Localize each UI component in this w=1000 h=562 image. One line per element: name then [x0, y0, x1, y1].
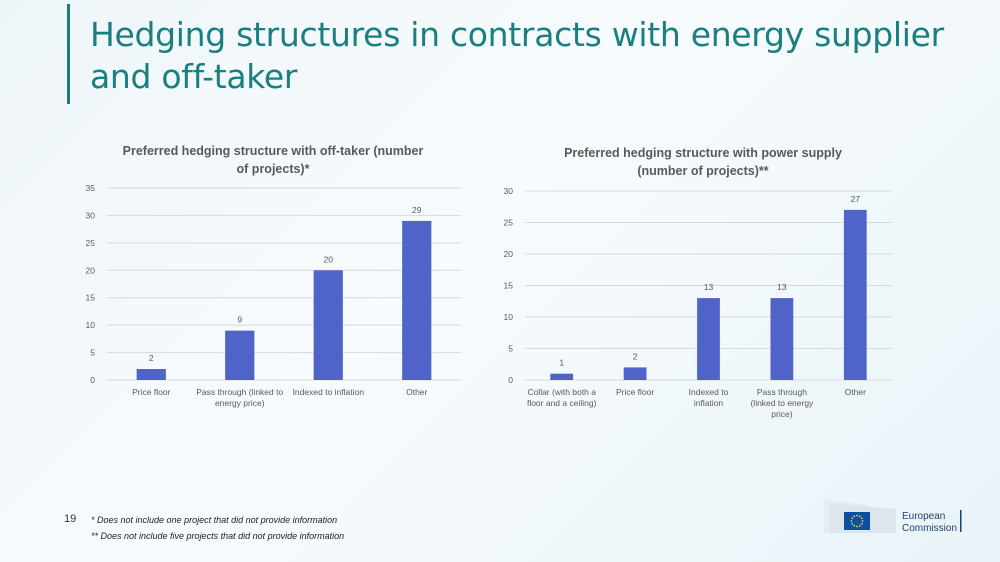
power-supply-chart-category-label-line: inflation — [694, 398, 724, 408]
offtaker-chart-svg: Preferred hedging structure with off-tak… — [86, 144, 461, 408]
power-supply-chart-category-label-line: price) — [771, 409, 792, 419]
eu-star-icon — [860, 517, 863, 520]
page-number: 19 — [64, 513, 77, 525]
offtaker-chart: Preferred hedging structure with off-tak… — [50, 135, 480, 425]
power-supply-chart-title: Preferred hedging structure with power s… — [564, 146, 842, 178]
power-supply-chart-data-label: 13 — [704, 282, 714, 292]
power-supply-chart-category-label-line: Pass through — [757, 387, 807, 397]
eu-star-icon — [853, 524, 856, 527]
offtaker-chart-y-tick-label: 0 — [90, 375, 95, 385]
offtaker-chart-data-label: 2 — [149, 353, 154, 363]
eu-star-icon — [861, 520, 864, 522]
power-supply-chart-data-label: 1 — [559, 358, 564, 368]
power-supply-chart-svg: Preferred hedging structure with power s… — [504, 146, 892, 419]
offtaker-chart-category-label-line: energy price) — [215, 398, 265, 408]
power-supply-chart-category-label-line: floor and a ceiling) — [527, 398, 597, 408]
power-supply-chart-bar — [697, 298, 720, 380]
power-supply-chart-y-tick-label: 10 — [504, 312, 514, 322]
offtaker-chart-y-tick-label: 30 — [86, 210, 96, 220]
eu-star-icon — [856, 525, 858, 528]
offtaker-chart-bar — [225, 330, 255, 380]
power-supply-chart-category-label-line: Indexed to — [689, 387, 729, 397]
eu-star-icon — [851, 522, 854, 525]
power-supply-chart-data-label: 2 — [633, 351, 638, 361]
offtaker-chart-category-label-line: Pass through (linked to — [196, 387, 283, 397]
power-supply-chart-category-label-line: Collar (with both a — [527, 387, 596, 397]
power-supply-chart-bar — [623, 367, 647, 380]
power-supply-chart-category-label-line: Price floor — [616, 387, 654, 397]
offtaker-chart-bar — [136, 369, 166, 380]
slide-title: Hedging structures in contracts with ene… — [90, 15, 944, 96]
offtaker-chart-category-label-line: Indexed to inflation — [293, 387, 365, 397]
power-supply-chart-bar — [843, 209, 867, 380]
offtaker-chart-title-line: Preferred hedging structure with off-tak… — [123, 144, 424, 158]
logo-text-line2: Commission — [902, 523, 958, 534]
eu-star-icon — [853, 515, 856, 518]
title-accent-bar — [67, 4, 70, 104]
offtaker-chart-category-label: Other — [406, 387, 427, 397]
offtaker-chart-y-tick-label: 5 — [90, 348, 95, 358]
offtaker-chart-y-tick-label: 20 — [86, 265, 96, 275]
offtaker-chart-category-label-line: Other — [406, 387, 427, 397]
power-supply-chart-y-tick-label: 0 — [508, 375, 513, 385]
power-supply-chart-y-tick-label: 20 — [504, 249, 514, 259]
power-supply-chart-category-label: Other — [845, 387, 866, 397]
power-supply-chart-category-label: Price floor — [616, 387, 654, 397]
offtaker-chart-data-label: 20 — [324, 254, 334, 264]
power-supply-chart-bar — [550, 373, 574, 380]
power-supply-chart-y-tick-label: 25 — [504, 218, 514, 228]
eu-star-icon — [850, 520, 853, 522]
eu-star-icon — [858, 515, 861, 518]
power-supply-chart-bar — [770, 298, 794, 380]
eu-star-icon — [858, 524, 861, 527]
eu-stars-icon — [850, 514, 864, 528]
offtaker-chart-title: Preferred hedging structure with off-tak… — [123, 144, 424, 176]
power-supply-chart-y-tick-label: 5 — [508, 344, 513, 354]
offtaker-chart-category-label-line: Price floor — [132, 387, 170, 397]
offtaker-chart-bar — [313, 270, 343, 380]
power-supply-chart-title-line: Preferred hedging structure with power s… — [564, 146, 842, 160]
eu-star-icon — [851, 517, 854, 520]
offtaker-chart-y-tick-label: 10 — [86, 320, 96, 330]
eu-star-icon — [860, 522, 863, 525]
offtaker-chart-data-label: 9 — [237, 315, 242, 325]
offtaker-chart-category-label: Price floor — [132, 387, 170, 397]
logo-divider — [960, 510, 962, 532]
eu-star-icon — [856, 514, 858, 517]
power-supply-chart-y-tick-label: 15 — [504, 281, 514, 291]
european-commission-logo — [824, 499, 962, 533]
offtaker-chart-y-tick-label: 15 — [86, 293, 96, 303]
offtaker-chart-y-tick-label: 25 — [86, 238, 96, 248]
offtaker-chart-title-line: of projects)* — [237, 162, 310, 176]
power-supply-chart-category-label-line: Other — [845, 387, 866, 397]
power-supply-chart: Preferred hedging structure with power s… — [490, 138, 910, 433]
power-supply-chart-y-tick-label: 30 — [504, 186, 514, 196]
offtaker-chart-category-label: Indexed to inflation — [293, 387, 365, 397]
logo-text-line1: European — [902, 511, 946, 522]
power-supply-chart-data-label: 27 — [851, 194, 861, 204]
footnote-1: * Does not include one project that did … — [91, 515, 338, 525]
offtaker-chart-bar — [402, 220, 432, 380]
footnote-2: ** Does not include five projects that d… — [91, 531, 345, 541]
power-supply-chart-data-label: 13 — [777, 282, 787, 292]
power-supply-chart-category-label-line: (linked to energy — [750, 398, 814, 408]
power-supply-chart-title-line: (number of projects)** — [637, 164, 768, 178]
offtaker-chart-y-tick-label: 35 — [86, 183, 96, 193]
eu-flag-icon — [844, 512, 870, 530]
offtaker-chart-data-label: 29 — [412, 205, 422, 215]
